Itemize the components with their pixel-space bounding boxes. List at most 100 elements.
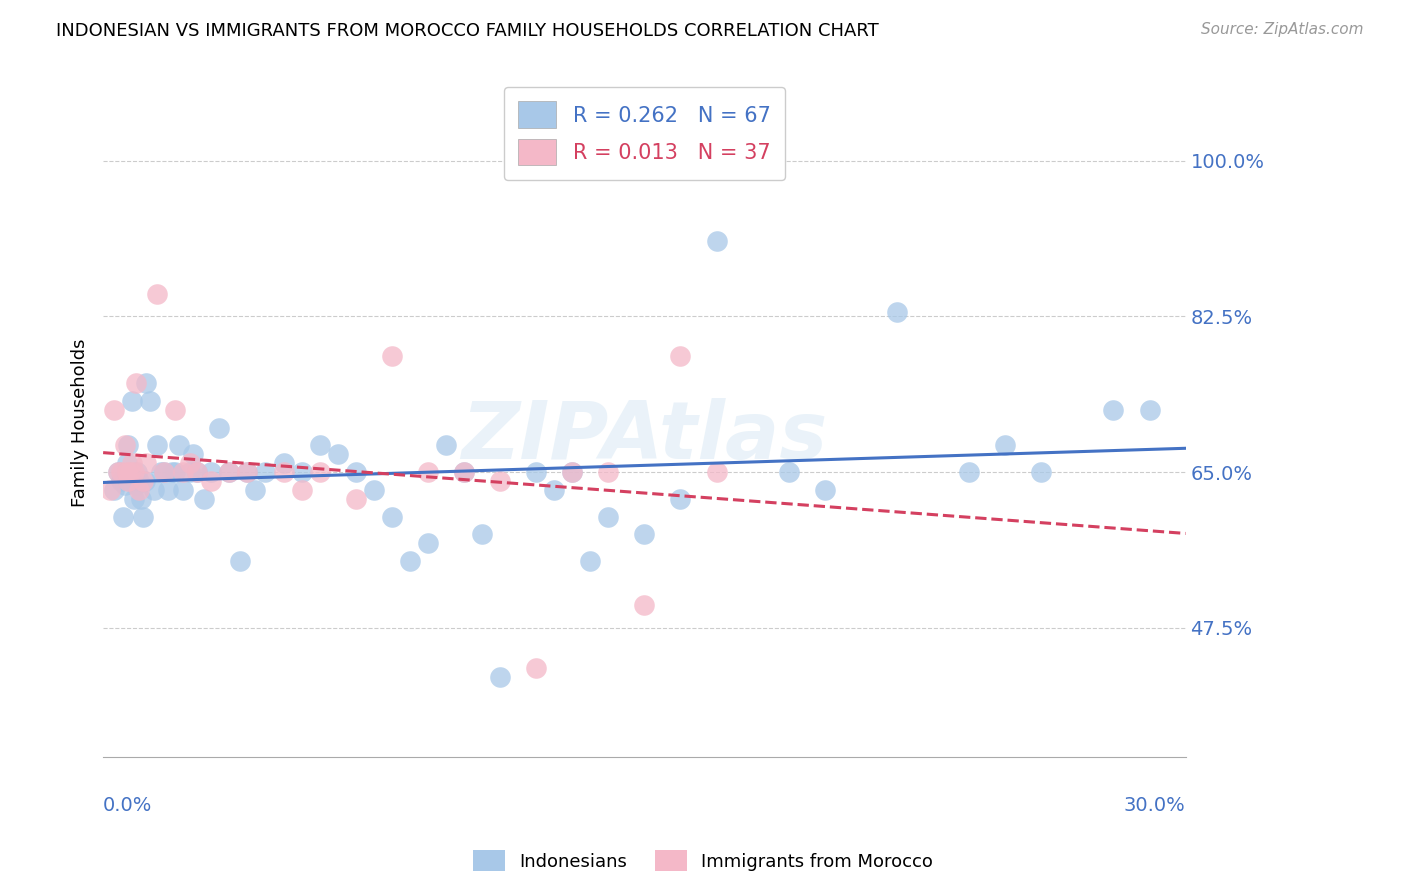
Point <box>254 465 277 479</box>
Point <box>416 465 439 479</box>
Point <box>134 474 156 488</box>
Point <box>120 474 142 488</box>
Point <box>207 420 229 434</box>
Text: 30.0%: 30.0% <box>1123 796 1185 814</box>
Point <box>489 474 512 488</box>
Point <box>308 438 330 452</box>
Point <box>543 483 565 497</box>
Point <box>290 465 312 479</box>
Text: 0.0%: 0.0% <box>103 796 152 814</box>
Point <box>1031 465 1053 479</box>
Point <box>561 465 583 479</box>
Legend: R = 0.262   N = 67, R = 0.013   N = 37: R = 0.262 N = 67, R = 0.013 N = 37 <box>503 87 785 180</box>
Point <box>243 483 266 497</box>
Point <box>165 465 187 479</box>
Text: INDONESIAN VS IMMIGRANTS FROM MOROCCO FAMILY HOUSEHOLDS CORRELATION CHART: INDONESIAN VS IMMIGRANTS FROM MOROCCO FA… <box>56 22 879 40</box>
Point <box>1102 402 1125 417</box>
Point <box>172 465 194 479</box>
Point <box>561 465 583 479</box>
Point <box>669 491 692 506</box>
Point <box>471 527 494 541</box>
Point <box>524 465 547 479</box>
Point <box>994 438 1017 452</box>
Point <box>598 509 620 524</box>
Point <box>579 554 602 568</box>
Point <box>120 465 142 479</box>
Point <box>157 483 180 497</box>
Point <box>135 456 157 470</box>
Point <box>114 478 136 492</box>
Point <box>363 483 385 497</box>
Point <box>121 393 143 408</box>
Point <box>114 438 136 452</box>
Point <box>669 350 692 364</box>
Point <box>200 465 222 479</box>
Legend: Indonesians, Immigrants from Morocco: Indonesians, Immigrants from Morocco <box>465 843 941 879</box>
Point <box>489 670 512 684</box>
Point <box>398 554 420 568</box>
Point <box>98 483 121 497</box>
Point <box>117 474 139 488</box>
Point <box>957 465 980 479</box>
Point <box>128 483 150 497</box>
Point <box>111 509 134 524</box>
Point <box>344 465 367 479</box>
Point <box>229 554 252 568</box>
Point <box>706 465 728 479</box>
Point <box>381 509 404 524</box>
Point <box>146 287 169 301</box>
Point <box>453 465 475 479</box>
Point <box>183 447 205 461</box>
Point <box>107 465 129 479</box>
Point <box>142 483 165 497</box>
Point <box>290 483 312 497</box>
Point <box>139 393 162 408</box>
Point <box>193 491 215 506</box>
Point <box>153 465 176 479</box>
Point <box>172 483 194 497</box>
Point <box>132 509 155 524</box>
Point <box>186 465 208 479</box>
Point <box>103 483 125 497</box>
Point <box>160 465 183 479</box>
Point <box>129 491 152 506</box>
Point <box>886 305 908 319</box>
Point <box>434 438 457 452</box>
Point <box>124 478 146 492</box>
Point <box>110 474 132 488</box>
Point <box>110 465 132 479</box>
Point <box>814 483 837 497</box>
Point <box>416 536 439 550</box>
Point <box>149 465 172 479</box>
Point <box>117 438 139 452</box>
Point <box>127 465 149 479</box>
Point <box>273 456 295 470</box>
Point <box>633 599 655 613</box>
Point <box>778 465 800 479</box>
Point <box>122 465 145 479</box>
Point <box>453 465 475 479</box>
Point <box>633 527 655 541</box>
Point <box>236 465 259 479</box>
Point <box>218 465 240 479</box>
Point <box>146 438 169 452</box>
Point <box>524 661 547 675</box>
Text: Source: ZipAtlas.com: Source: ZipAtlas.com <box>1201 22 1364 37</box>
Point <box>115 465 138 479</box>
Point <box>103 402 125 417</box>
Point <box>128 474 150 488</box>
Point <box>179 465 201 479</box>
Point <box>135 376 157 391</box>
Point <box>153 465 176 479</box>
Y-axis label: Family Households: Family Households <box>72 339 89 508</box>
Point <box>273 465 295 479</box>
Text: ZIPAtlas: ZIPAtlas <box>461 398 828 475</box>
Point <box>121 456 143 470</box>
Point <box>200 474 222 488</box>
Point <box>167 438 190 452</box>
Point <box>706 234 728 248</box>
Point <box>122 491 145 506</box>
Point <box>165 402 187 417</box>
Point <box>1139 402 1161 417</box>
Point <box>326 447 349 461</box>
